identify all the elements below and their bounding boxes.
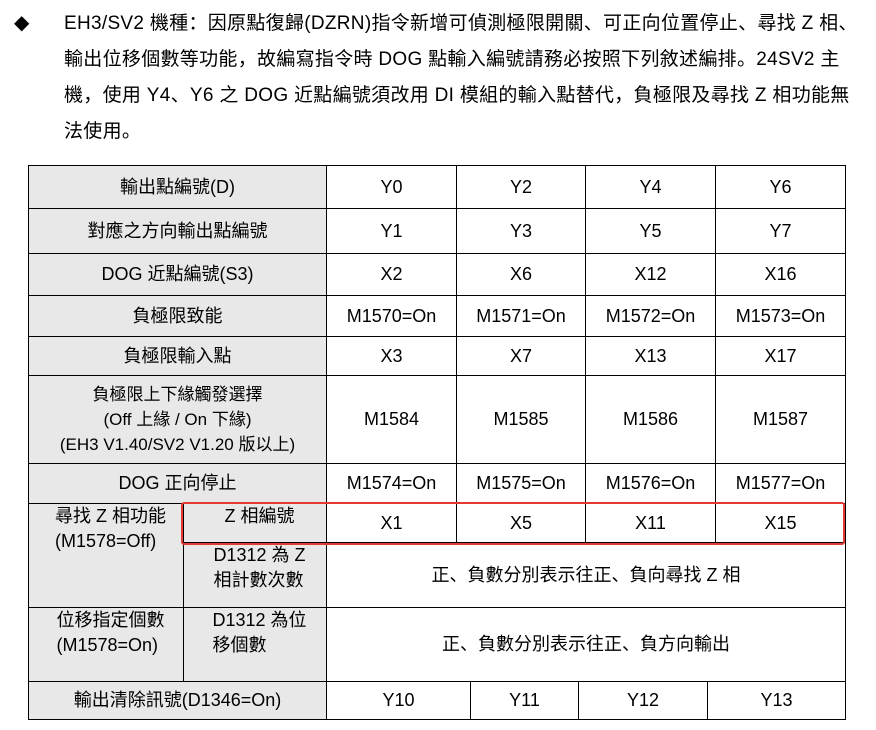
table-cell: X2 [326,253,457,296]
diamond-bullet-icon: ◆ [14,12,30,34]
table-cell: M1586 [585,375,716,464]
row-subheader: D1312 為 Z 相計數次數 [183,542,327,608]
table-cell: M1587 [715,375,846,464]
table-cell: 正、負數分別表示往正、負方向輸出 [326,607,846,682]
row-header: 負極限輸入點 [28,336,327,376]
row-header: 負極限上下緣觸發選擇 (Off 上緣 / On 下緣) (EH3 V1.40/SV2… [28,375,327,464]
table-cell: Y3 [456,208,586,254]
table-cell: M1573=On [715,295,846,337]
row-header: 位移指定個數 (M1578=On) [28,607,184,682]
table-cell: Y4 [585,165,716,209]
row-header: 輸出清除訊號(D1346=On) [28,681,327,720]
table-cell: M1584 [326,375,457,464]
table-cell: M1576=On [585,463,716,504]
table-cell: X17 [715,336,846,376]
row-header: DOG 近點編號(S3) [28,253,327,296]
table-cell: Y13 [707,681,846,720]
row-header: DOG 正向停止 [28,463,327,504]
table-cell: Y5 [585,208,716,254]
table-cell: Y2 [456,165,586,209]
row-header: 對應之方向輸出點編號 [28,208,327,254]
table-cell: M1571=On [456,295,586,337]
table-cell: Y11 [470,681,579,720]
intro-paragraph: EH3/SV2 機種：因原點復歸(DZRN)指令新增可偵測極限開關、可正向位置停… [64,13,858,142]
table-cell: Y10 [326,681,471,720]
table-cell: M1570=On [326,295,457,337]
table-cell: M1574=On [326,463,457,504]
table-cell: Y0 [326,165,457,209]
table-cell: X7 [456,336,586,376]
table-cell: 正、負數分別表示往正、負向尋找 Z 相 [326,542,846,608]
table-cell: M1585 [456,375,586,464]
z-phase-highlight [181,502,845,545]
table-cell: X12 [585,253,716,296]
table-cell: X3 [326,336,457,376]
row-subheader: Z 相編號 [183,503,327,543]
table-cell: Y1 [326,208,457,254]
table-cell: M1575=On [456,463,586,504]
row-subheader: D1312 為位 移個數 [183,607,327,682]
table-cell: M1577=On [715,463,846,504]
row-header: 尋找 Z 相功能 (M1578=Off) [28,503,184,608]
row-header: 負極限致能 [28,295,327,337]
table-cell: X6 [456,253,586,296]
table-cell: Y7 [715,208,846,254]
table-cell: X16 [715,253,846,296]
table-cell: Y12 [578,681,708,720]
table-cell: Y6 [715,165,846,209]
table-cell: X13 [585,336,716,376]
table-cell: M1572=On [585,295,716,337]
row-header: 輸出點編號(D) [28,165,327,209]
